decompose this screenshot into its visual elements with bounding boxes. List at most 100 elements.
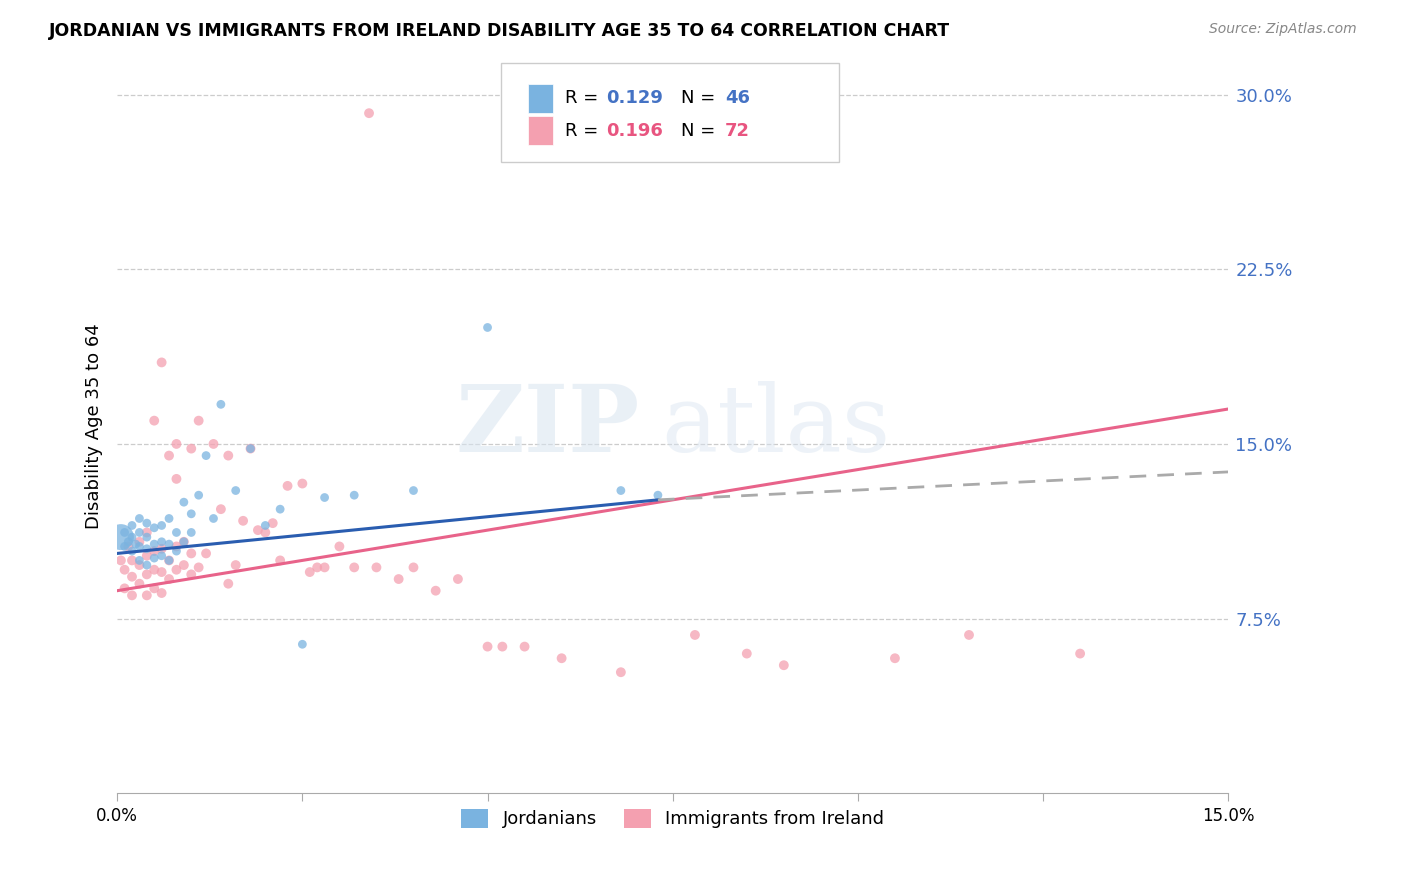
Point	[110, 553, 132, 567]
Point	[165, 544, 187, 558]
Point	[277, 479, 299, 493]
Point	[180, 546, 202, 560]
Point	[128, 525, 150, 540]
Point	[314, 491, 336, 505]
Text: 0.129: 0.129	[606, 89, 664, 108]
Point	[209, 502, 232, 516]
Point	[195, 449, 218, 463]
Point	[683, 628, 706, 642]
Point	[291, 476, 314, 491]
Point	[143, 537, 166, 551]
Point	[128, 558, 150, 572]
Point	[150, 586, 173, 600]
Point	[477, 640, 499, 654]
Point	[225, 558, 247, 572]
Point	[187, 488, 209, 502]
Point	[135, 516, 157, 530]
Point	[291, 637, 314, 651]
Point	[254, 518, 277, 533]
Point	[477, 320, 499, 334]
Point	[307, 560, 329, 574]
Text: 0.196: 0.196	[606, 122, 664, 140]
Point	[298, 565, 321, 579]
Point	[217, 449, 239, 463]
Point	[117, 540, 139, 554]
FancyBboxPatch shape	[501, 63, 839, 162]
Point	[165, 540, 187, 554]
Point	[610, 665, 633, 680]
Point	[772, 658, 794, 673]
Point	[114, 563, 136, 577]
Text: JORDANIAN VS IMMIGRANTS FROM IRELAND DISABILITY AGE 35 TO 64 CORRELATION CHART: JORDANIAN VS IMMIGRANTS FROM IRELAND DIS…	[49, 22, 950, 40]
Point	[157, 537, 180, 551]
Point	[173, 558, 195, 572]
Point	[165, 563, 187, 577]
Point	[121, 570, 143, 584]
Point	[150, 565, 173, 579]
Point	[232, 514, 254, 528]
Point	[150, 355, 173, 369]
Point	[143, 521, 166, 535]
Point	[128, 534, 150, 549]
Point	[125, 537, 148, 551]
Text: 46: 46	[725, 89, 749, 108]
Point	[402, 560, 425, 574]
Point	[157, 553, 180, 567]
Point	[1069, 647, 1091, 661]
Point	[180, 525, 202, 540]
Point	[135, 525, 157, 540]
Point	[173, 495, 195, 509]
Point	[239, 442, 262, 456]
Point	[157, 511, 180, 525]
Point	[180, 567, 202, 582]
Point	[343, 560, 366, 574]
Point	[121, 530, 143, 544]
Point	[128, 540, 150, 554]
Point	[128, 553, 150, 567]
Point	[143, 551, 166, 566]
Point	[246, 523, 269, 537]
Point	[143, 563, 166, 577]
Point	[143, 544, 166, 558]
Point	[150, 518, 173, 533]
Point	[187, 560, 209, 574]
Point	[447, 572, 470, 586]
Text: N =: N =	[681, 122, 720, 140]
Point	[195, 546, 218, 560]
Point	[180, 507, 202, 521]
Text: N =: N =	[681, 89, 720, 108]
Y-axis label: Disability Age 35 to 64: Disability Age 35 to 64	[86, 324, 103, 529]
Point	[187, 414, 209, 428]
Point	[165, 472, 187, 486]
Point	[135, 541, 157, 556]
Point	[610, 483, 633, 498]
Point	[343, 488, 366, 502]
Point	[114, 540, 136, 554]
Text: R =: R =	[565, 122, 605, 140]
Point	[173, 534, 195, 549]
Point	[150, 541, 173, 556]
Point	[165, 437, 187, 451]
Bar	[529, 116, 553, 145]
Point	[202, 437, 225, 451]
Point	[209, 397, 232, 411]
Point	[157, 449, 180, 463]
Point	[157, 572, 180, 586]
Point	[269, 553, 291, 567]
Point	[135, 567, 157, 582]
Point	[143, 414, 166, 428]
Text: Source: ZipAtlas.com: Source: ZipAtlas.com	[1209, 22, 1357, 37]
Point	[135, 549, 157, 563]
Point	[262, 516, 284, 530]
Point	[388, 572, 411, 586]
Point	[135, 588, 157, 602]
Point	[328, 540, 350, 554]
Point	[957, 628, 980, 642]
Point	[150, 534, 173, 549]
Text: 72: 72	[725, 122, 749, 140]
Point	[121, 518, 143, 533]
Legend: Jordanians, Immigrants from Ireland: Jordanians, Immigrants from Ireland	[454, 802, 891, 836]
Point	[121, 544, 143, 558]
Point	[314, 560, 336, 574]
Point	[110, 530, 132, 544]
